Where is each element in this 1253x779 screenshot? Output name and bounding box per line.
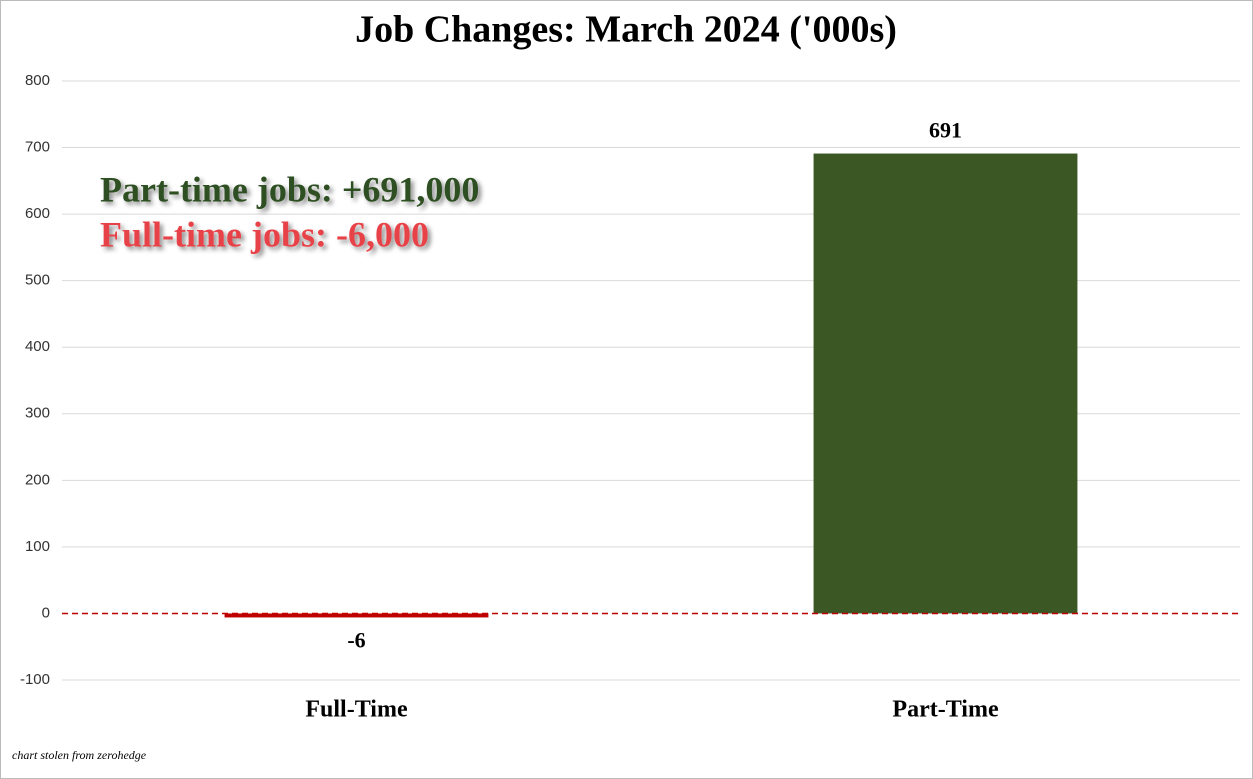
y-tick-label: 100 [25,538,50,555]
x-tick-label: Full-Time [305,697,408,723]
y-tick-label: 500 [25,272,50,289]
annotation: Part-time jobs: +691,000 [100,169,479,209]
value-label: -6 [347,627,365,652]
y-tick-label: 400 [25,338,50,355]
x-tick-label: Part-Time [892,697,999,723]
annotation: Full-time jobs: -6,000 [100,214,429,254]
y-tick-label: 300 [25,405,50,422]
value-label: 691 [929,118,962,143]
y-tick-label: 800 [25,72,50,89]
y-tick-label: 200 [25,471,50,488]
y-tick-label: -100 [20,671,50,688]
footnote: chart stolen from zerohedge [12,748,147,762]
bar [813,153,1078,614]
chart-title: Job Changes: March 2024 ('000s) [355,9,897,51]
bar [224,613,489,618]
y-tick-label: 0 [42,604,50,621]
y-tick-label: 700 [25,139,50,156]
y-tick-label: 600 [25,205,50,222]
